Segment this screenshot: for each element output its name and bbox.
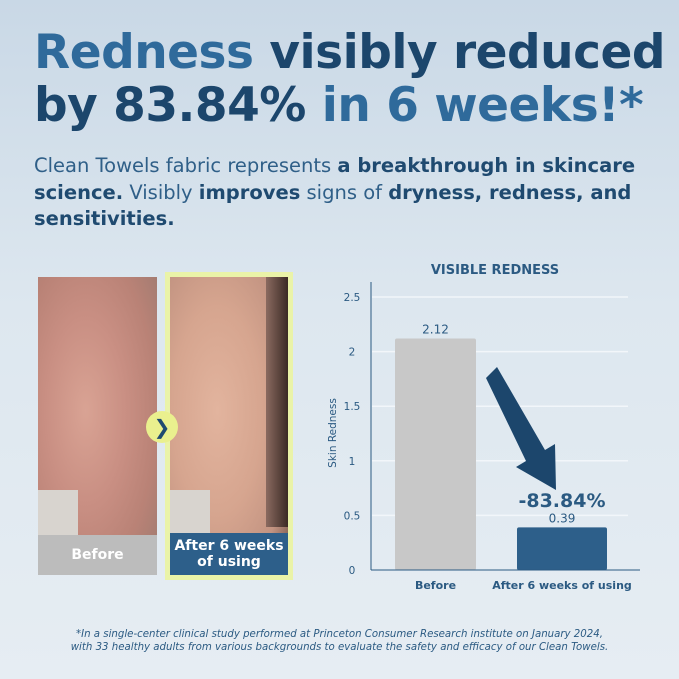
before-photo: Before — [38, 277, 157, 575]
subtitle-segment: Clean Towels fabric represents — [34, 154, 338, 177]
footnote-line: with 33 healthy adults from various back… — [70, 642, 609, 653]
y-axis-label: Skin Redness — [327, 398, 339, 468]
after-photo-frame: After 6 weeks of using — [165, 272, 293, 580]
reduction-annotation: -83.84% — [518, 490, 605, 512]
y-tick-label: 2.5 — [344, 292, 361, 304]
subtitle-segment: signs of — [300, 180, 389, 204]
y-tick-label: 1 — [349, 456, 356, 468]
bar-1 — [517, 527, 607, 570]
headline-segment: Redness — [34, 25, 270, 80]
bar-0 — [395, 338, 476, 570]
subtitle-segment: Visibly — [123, 180, 199, 204]
subtitle-segment: dryness, redness, and sensitivities. — [34, 180, 632, 231]
y-tick-label: 2 — [349, 347, 356, 359]
data-label: 0.39 — [549, 511, 576, 525]
subtitle: Clean Towels fabric represents a breakth… — [34, 153, 654, 233]
after-label: After 6 weeks of using — [170, 533, 288, 575]
shirt-area — [170, 490, 210, 535]
headline: Redness visibly reduced by 83.84% in 6 w… — [34, 26, 674, 132]
footnote: *In a single-center clinical study perfo… — [0, 628, 679, 654]
headline-segment: in 6 weeks!* — [321, 78, 644, 133]
subtitle-segment: improves — [198, 180, 301, 204]
chevron-right-icon: ❯ — [146, 411, 178, 443]
subtitle-segment: a breakthrough in skincare science. — [34, 154, 636, 204]
headline-line-2: by 83.84% in 6 weeks!* — [34, 79, 674, 132]
before-label: Before — [38, 535, 157, 575]
y-tick-label: 0.5 — [344, 510, 361, 522]
y-tick-label: 1.5 — [344, 401, 361, 413]
headline-line-1: Redness visibly reduced — [34, 26, 674, 79]
chart-title: VISIBLE REDNESS — [431, 263, 559, 278]
x-tick-label: Before — [415, 579, 456, 592]
footnote-line: *In a single-center clinical study perfo… — [76, 629, 603, 640]
headline-segment: by 83.84% — [34, 78, 322, 133]
shirt-area — [38, 490, 78, 535]
x-tick-label: After 6 weeks of using — [492, 579, 632, 592]
y-tick-label: 0 — [349, 565, 356, 577]
headline-segment: visibly reduced — [269, 25, 666, 80]
after-photo: After 6 weeks of using — [170, 277, 288, 575]
hair-area — [266, 277, 288, 527]
data-label: 2.12 — [422, 322, 449, 336]
down-arrow-icon — [486, 367, 556, 490]
